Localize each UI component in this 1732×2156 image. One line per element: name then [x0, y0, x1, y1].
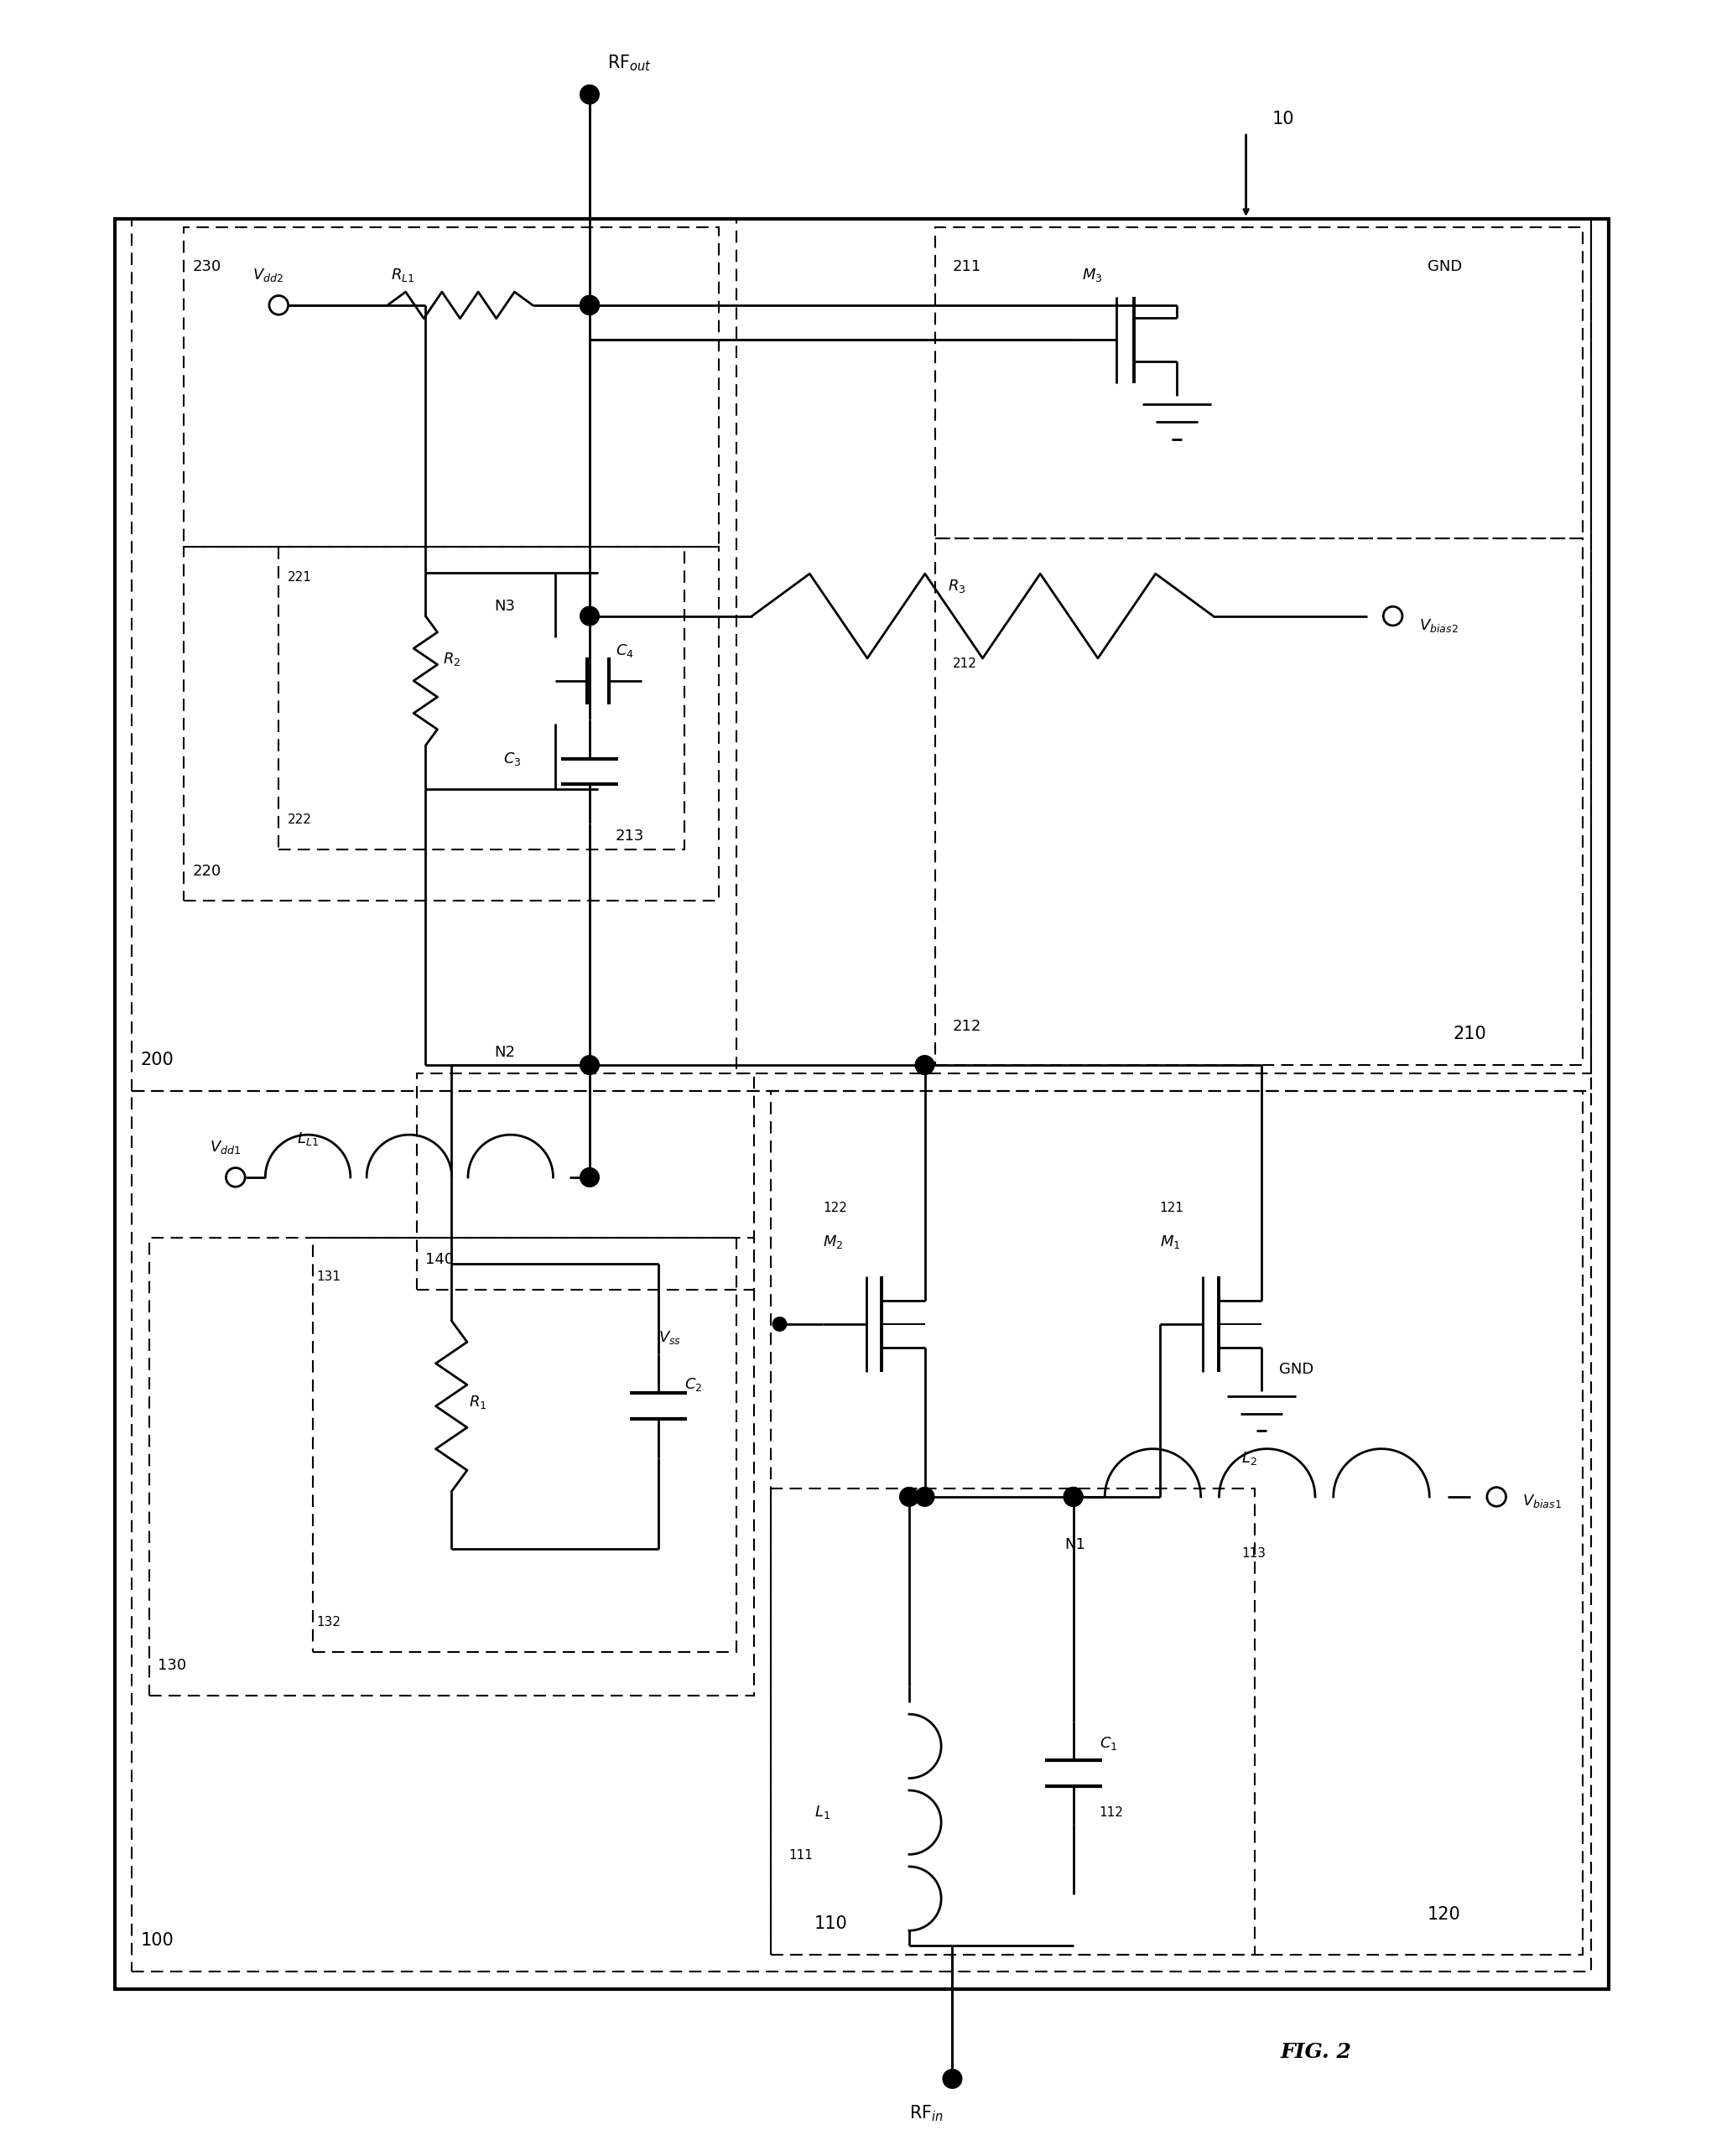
Text: $R_3$: $R_3$ — [947, 578, 966, 595]
Text: $C_3$: $C_3$ — [504, 750, 521, 768]
Text: 211: 211 — [953, 259, 980, 274]
Text: 230: 230 — [192, 259, 222, 274]
Text: 131: 131 — [317, 1270, 341, 1283]
Circle shape — [942, 2070, 961, 2089]
Circle shape — [580, 1169, 599, 1186]
Circle shape — [580, 1056, 599, 1074]
Text: $R_{L1}$: $R_{L1}$ — [391, 267, 414, 282]
Text: 222: 222 — [288, 813, 312, 826]
Text: 213: 213 — [615, 828, 644, 843]
Text: $V_{bias1}$: $V_{bias1}$ — [1522, 1492, 1562, 1509]
Text: $R_2$: $R_2$ — [443, 651, 461, 668]
Text: N2: N2 — [495, 1046, 516, 1061]
Text: 130: 130 — [158, 1658, 187, 1673]
Circle shape — [914, 1488, 934, 1507]
Text: $V_{dd2}$: $V_{dd2}$ — [253, 267, 284, 282]
Text: 120: 120 — [1427, 1906, 1460, 1923]
Text: $R_1$: $R_1$ — [469, 1393, 487, 1410]
Text: $L_{L1}$: $L_{L1}$ — [296, 1130, 319, 1147]
Text: $C_1$: $C_1$ — [1100, 1736, 1117, 1751]
Circle shape — [580, 84, 599, 103]
Circle shape — [899, 1488, 918, 1507]
Text: $C_2$: $C_2$ — [684, 1376, 703, 1393]
Text: 113: 113 — [1242, 1548, 1266, 1559]
Bar — [771, 1488, 1254, 1955]
Text: 100: 100 — [140, 1932, 173, 1949]
Circle shape — [580, 295, 599, 315]
Bar — [935, 226, 1583, 539]
Text: 132: 132 — [317, 1617, 341, 1628]
Bar — [279, 548, 684, 849]
Bar — [132, 218, 1592, 1091]
Circle shape — [1063, 1488, 1082, 1507]
Text: 221: 221 — [288, 571, 312, 584]
Circle shape — [268, 295, 288, 315]
Circle shape — [580, 295, 599, 315]
Text: RF$_{in}$: RF$_{in}$ — [909, 2104, 944, 2124]
Text: 111: 111 — [788, 1850, 812, 1863]
Text: 210: 210 — [1453, 1026, 1486, 1044]
Text: 121: 121 — [1160, 1201, 1185, 1214]
Bar — [184, 548, 719, 901]
Circle shape — [1063, 1488, 1082, 1507]
Bar — [114, 218, 1609, 1990]
Text: 220: 220 — [192, 862, 222, 877]
Bar — [184, 226, 719, 548]
Text: $M_3$: $M_3$ — [1082, 267, 1103, 282]
Circle shape — [580, 295, 599, 315]
Text: GND: GND — [1278, 1363, 1313, 1378]
Text: $V_{bias2}$: $V_{bias2}$ — [1419, 617, 1458, 634]
Text: RF$_{out}$: RF$_{out}$ — [606, 54, 651, 73]
Text: 212: 212 — [953, 658, 977, 671]
Bar — [149, 1238, 753, 1695]
Text: 110: 110 — [814, 1915, 847, 1932]
Circle shape — [580, 606, 599, 625]
Bar — [417, 1074, 753, 1289]
Circle shape — [772, 1317, 786, 1330]
Text: N3: N3 — [495, 599, 516, 614]
Text: 140: 140 — [426, 1253, 454, 1268]
Bar — [736, 218, 1592, 1074]
Circle shape — [1488, 1488, 1507, 1507]
Text: N1: N1 — [1065, 1537, 1086, 1552]
Text: 10: 10 — [1271, 110, 1294, 127]
Text: $L_2$: $L_2$ — [1242, 1449, 1257, 1466]
Text: $M_1$: $M_1$ — [1160, 1233, 1179, 1250]
Circle shape — [1384, 606, 1403, 625]
Bar — [313, 1238, 736, 1651]
Text: 212: 212 — [953, 1020, 982, 1035]
Text: $M_2$: $M_2$ — [823, 1233, 843, 1250]
Text: $C_4$: $C_4$ — [615, 642, 634, 660]
Text: $V_{ss}$: $V_{ss}$ — [658, 1328, 681, 1345]
Text: $V_{dd1}$: $V_{dd1}$ — [210, 1138, 241, 1156]
Circle shape — [225, 1169, 244, 1186]
Bar — [935, 539, 1583, 1065]
Text: 112: 112 — [1100, 1807, 1124, 1820]
Bar — [771, 1091, 1583, 1955]
Bar — [132, 1091, 1592, 1973]
Text: 122: 122 — [823, 1201, 847, 1214]
Text: FIG. 2: FIG. 2 — [1280, 2042, 1351, 2063]
Circle shape — [914, 1056, 934, 1074]
Text: 200: 200 — [140, 1052, 173, 1069]
Text: $L_1$: $L_1$ — [814, 1805, 830, 1820]
Text: GND: GND — [1427, 259, 1462, 274]
